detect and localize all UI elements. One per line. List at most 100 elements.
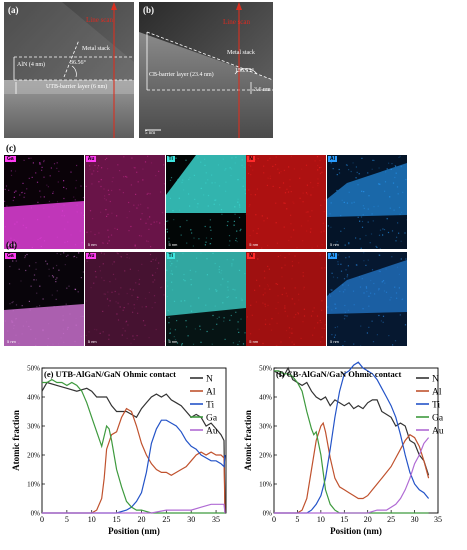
eds-element-tag: Ti xyxy=(166,156,175,162)
eds-element-tag: Al xyxy=(328,253,337,259)
eds-scale-bar: 5 nm xyxy=(330,339,339,344)
x-tick-label: 10 xyxy=(317,515,325,524)
eds-map-c-al: Al 5 nm xyxy=(327,155,407,249)
x-axis-label: Position (nm) xyxy=(108,526,160,536)
eds-scale-bar: 5 nm xyxy=(87,339,97,344)
x-tick-label: 25 xyxy=(162,515,170,524)
x-tick-label: 5 xyxy=(295,515,299,524)
chart-f: 0 5 10 15 20 25 30 35 0% 10% 20% 30% 40% 50% Position … xyxy=(236,360,464,550)
y-tick-label: 30% xyxy=(27,423,40,431)
y-tick-label: 20% xyxy=(259,452,272,460)
panel-d-label: (d) xyxy=(6,240,17,250)
plot-frame xyxy=(273,367,439,514)
x-tick-label: 0 xyxy=(40,515,44,524)
series-line-n xyxy=(41,381,226,514)
series-line-n xyxy=(273,366,430,476)
eds-element-tag: Al xyxy=(328,156,337,162)
eds-element-tag: Au xyxy=(85,156,97,162)
legend-label-al: Al xyxy=(206,388,216,398)
eds-scale-bar: 5 nm xyxy=(249,242,259,247)
series-line-al xyxy=(42,407,226,514)
panel-b-metal-stack: Metal stack xyxy=(227,50,255,56)
eds-map-c-ga: Ga 5 nm xyxy=(4,155,84,249)
eds-element-tag: Ga xyxy=(5,253,16,259)
legend-label-ga: Ga xyxy=(432,414,444,424)
chart-title: (f) CB-AlGaN/GaN Ohmic contact xyxy=(276,369,402,379)
eds-scale-bar: 5 nm xyxy=(7,242,16,247)
legend-label-ti: Ti xyxy=(206,401,214,411)
panel-a-label: (a) xyxy=(8,5,19,15)
eds-map-d-au: Au 5 nm xyxy=(84,252,165,346)
panel-a-aln-label: AlN (4 nm) xyxy=(17,62,45,68)
series-line-ga xyxy=(42,378,225,514)
y-tick-label: 40% xyxy=(27,394,40,402)
y-tick-label: 10% xyxy=(259,481,272,489)
series-line-ga xyxy=(274,370,429,514)
panel-b-barrier-label: CB-barrier layer (23.4 nm) xyxy=(149,72,214,78)
eds-map-c-au: Au 5 nm xyxy=(84,155,165,249)
panel-b-line-scan: Line scan xyxy=(223,18,251,26)
x-tick-label: 0 xyxy=(272,515,276,524)
x-tick-label: 10 xyxy=(88,515,96,524)
eds-row-c: Ga 5 nm Au 5 nm Ti 5 nm N 5 nm Al 5 nm (c) xyxy=(4,143,407,249)
eds-map-d-ti: Ti 5 nm xyxy=(165,252,246,346)
eds-scale-bar: 5 nm xyxy=(7,339,16,344)
x-tick-label: 20 xyxy=(137,515,145,524)
y-tick-label: 50% xyxy=(27,365,40,373)
panel-a-angle: 36.56° xyxy=(70,60,86,66)
eds-element-tag: Ti xyxy=(166,253,175,259)
eds-element-tag: Au xyxy=(85,253,97,259)
panel-c-label: (c) xyxy=(6,143,16,153)
y-axis-label: Atomic fraction xyxy=(11,410,21,471)
panel-b-label: (b) xyxy=(143,5,154,15)
eds-map-d-al: Al 5 nm xyxy=(327,252,407,346)
eds-element-tag: Ga xyxy=(5,156,16,162)
x-tick-label: 35 xyxy=(434,515,442,524)
y-tick-label: 0% xyxy=(31,510,41,518)
series-line-ti xyxy=(274,361,430,514)
eds-element-tag: N xyxy=(247,156,255,162)
eds-row-d: Ga 5 nm Au 5 nm Ti 5 nm N 5 nm Al 5 nm (d) xyxy=(4,240,407,346)
series-line-au xyxy=(42,503,226,514)
legend-label-al: Al xyxy=(432,388,442,398)
x-tick-label: 15 xyxy=(340,515,348,524)
chart-e: 0 5 10 15 20 25 30 35 0% 10% 20% 30% 40% 50% Position … xyxy=(2,360,234,550)
x-axis-label: Position (nm) xyxy=(330,526,382,536)
chart-title: (e) UTB-AlGaN/GaN Ohmic contact xyxy=(44,369,176,379)
tem-image-a: (a) Line scan Metal stack 36.56° AlN (4 … xyxy=(4,2,134,138)
panel-b-scale-bar: 5 nm xyxy=(145,131,156,136)
x-tick-label: 30 xyxy=(187,515,195,524)
eds-scale-bar: 5 nm xyxy=(87,242,97,247)
legend-label-n: N xyxy=(206,375,213,385)
series-line-ti xyxy=(42,419,226,514)
y-tick-label: 20% xyxy=(27,452,40,460)
chart-f-svg: 0 5 10 15 20 25 30 35 0% 10% 20% 30% 40% 50% Position … xyxy=(243,361,444,536)
eds-map-c-ti: Ti 5 nm xyxy=(165,155,246,249)
x-tick-label: 35 xyxy=(212,515,220,524)
legend-label-au: Au xyxy=(432,427,444,437)
panel-a-line-scan: Line scan xyxy=(86,16,114,24)
legend-label-au: Au xyxy=(206,427,218,437)
legend-label-ti: Ti xyxy=(432,401,440,411)
x-tick-label: 20 xyxy=(364,515,372,524)
x-tick-label: 30 xyxy=(411,515,419,524)
y-tick-label: 30% xyxy=(259,423,272,431)
y-tick-label: 50% xyxy=(259,365,272,373)
eds-scale-bar: 5 nm xyxy=(168,242,178,247)
eds-scale-bar: 5 nm xyxy=(168,339,178,344)
series-line-au xyxy=(274,437,430,514)
x-tick-label: 5 xyxy=(65,515,69,524)
panel-a-metal-stack: Metal stack xyxy=(82,46,110,52)
legend-label-n: N xyxy=(432,375,439,385)
eds-element-tag: N xyxy=(247,253,255,259)
eds-scale-bar: 5 nm xyxy=(249,339,259,344)
eds-scale-bar: 5 nm xyxy=(330,242,339,247)
tem-image-b: (b) Line scan Metal stack 156.13° CB-bar… xyxy=(139,2,273,138)
x-tick-label: 25 xyxy=(387,515,395,524)
eds-map-d-ga: Ga 5 nm xyxy=(4,252,84,346)
y-tick-label: 10% xyxy=(27,481,40,489)
panel-b-depth-label: 3.6 nm xyxy=(254,87,271,93)
series-line-al xyxy=(274,421,430,514)
eds-map-d-n: N 5 nm xyxy=(246,252,327,346)
panel-a-barrier-label: UTB-barrier layer (6 nm) xyxy=(46,84,108,90)
